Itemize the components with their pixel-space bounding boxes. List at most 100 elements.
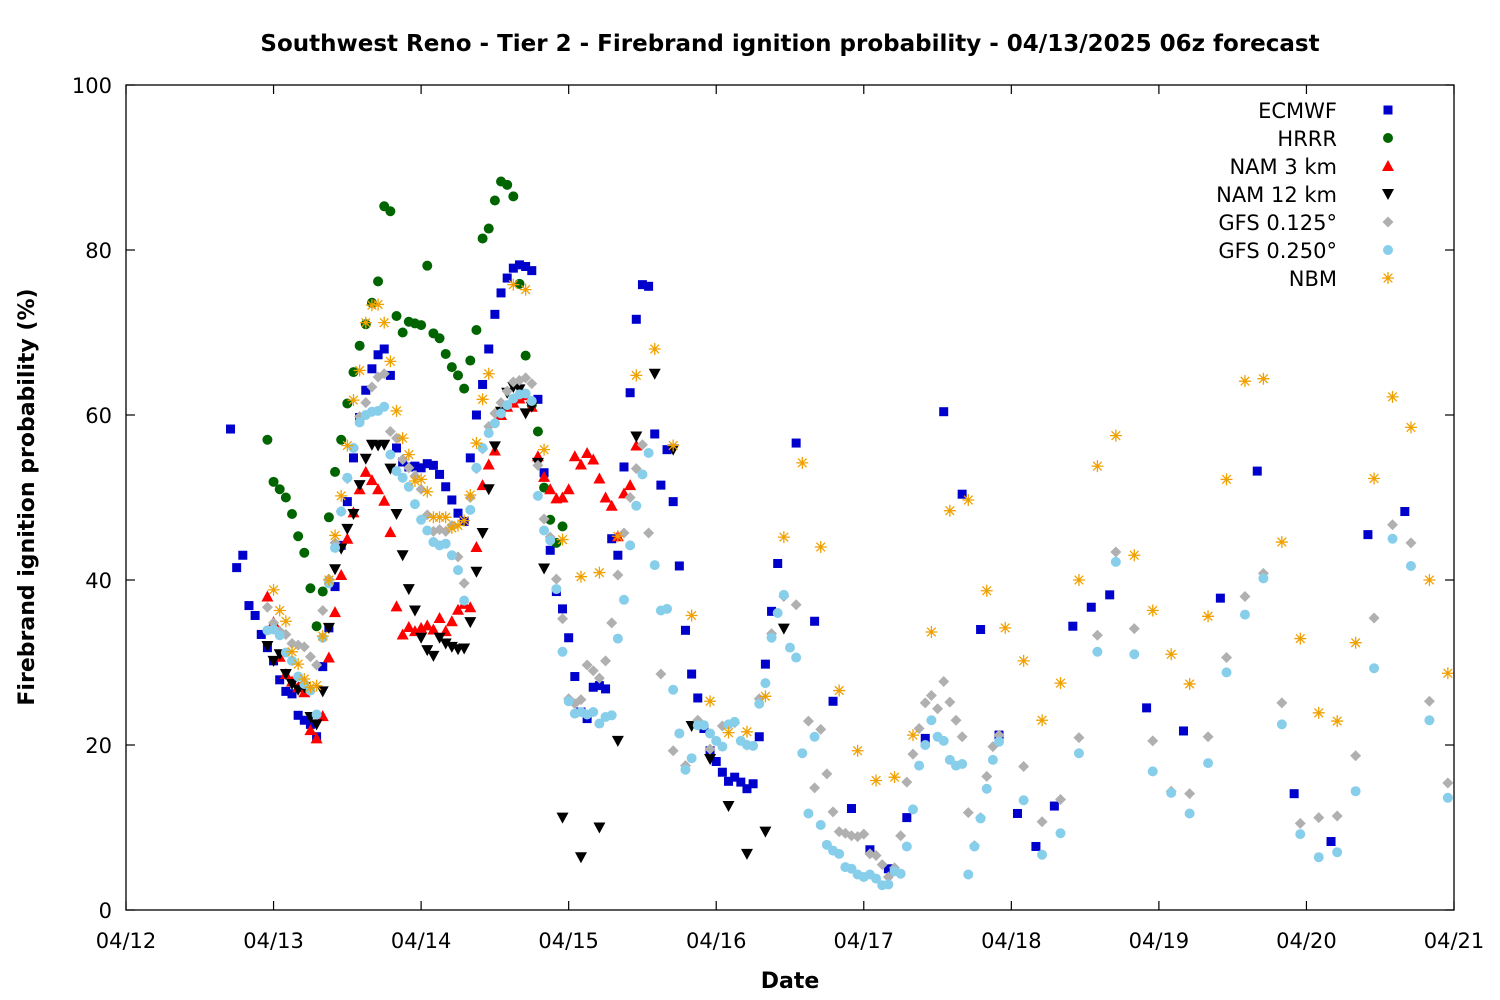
- data-point: [354, 417, 365, 428]
- x-tick-label: 04/16: [686, 929, 747, 953]
- data-point: [1036, 816, 1048, 828]
- data-point: [478, 379, 488, 389]
- data-point: [740, 725, 753, 738]
- data-point: [568, 450, 581, 462]
- data-point: [391, 466, 402, 477]
- data-point: [938, 675, 950, 687]
- data-point: [317, 586, 328, 597]
- data-point: [791, 652, 802, 663]
- data-point: [317, 605, 329, 617]
- data-point: [1289, 789, 1299, 799]
- legend-label: ECMWF: [1258, 99, 1337, 123]
- data-point: [901, 776, 913, 788]
- data-point: [329, 564, 342, 576]
- data-point: [957, 489, 967, 499]
- data-point: [476, 393, 489, 406]
- data-point: [310, 679, 323, 692]
- data-point: [433, 632, 446, 644]
- x-axis-ticks: 04/12 04/13 04/14 04/15 04/16 04/17 04/18 04/19…: [96, 85, 1484, 953]
- data-point: [876, 859, 888, 871]
- legend-marker: [1383, 133, 1393, 143]
- data-point: [286, 678, 298, 690]
- data-point: [619, 462, 629, 472]
- data-point: [379, 344, 389, 354]
- data-point: [318, 662, 328, 672]
- data-point: [773, 559, 783, 568]
- data-point: [330, 542, 341, 553]
- data-point: [1073, 748, 1084, 759]
- data-point: [846, 804, 856, 814]
- data-point: [895, 868, 906, 879]
- data-point: [1109, 429, 1122, 442]
- data-point: [1423, 574, 1436, 586]
- data-point: [1110, 556, 1121, 567]
- data-point: [484, 344, 494, 354]
- data-point: [422, 525, 433, 536]
- data-point: [453, 565, 463, 576]
- data-point: [385, 449, 396, 460]
- data-point: [458, 577, 470, 589]
- data-point: [797, 748, 808, 759]
- data-point: [870, 850, 882, 862]
- data-point: [329, 529, 342, 542]
- data-point: [508, 263, 518, 273]
- data-point: [507, 278, 520, 291]
- legend-marker: [1382, 272, 1394, 284]
- data-point: [341, 532, 354, 544]
- data-point: [1294, 817, 1306, 829]
- data-point: [422, 260, 433, 271]
- y-axis-ticks: 0 20 40 60 80 100: [72, 74, 1454, 923]
- data-point: [1203, 758, 1214, 769]
- x-tick-label: 04/15: [538, 929, 599, 953]
- data-point: [439, 638, 452, 650]
- legend-marker: [1383, 245, 1393, 255]
- data-point: [384, 526, 397, 538]
- data-point: [378, 316, 391, 329]
- data-point: [1184, 808, 1195, 819]
- data-point: [452, 603, 464, 615]
- data-point: [888, 771, 901, 784]
- data-point: [416, 320, 427, 331]
- data-point: [1363, 530, 1373, 540]
- data-point: [717, 741, 728, 752]
- data-point: [384, 463, 397, 475]
- data-point: [279, 669, 292, 681]
- data-point: [914, 760, 925, 771]
- data-point: [447, 495, 457, 505]
- data-point: [1349, 636, 1362, 649]
- data-point: [482, 484, 495, 496]
- data-point: [693, 693, 703, 703]
- data-point: [611, 530, 624, 543]
- data-point: [502, 179, 513, 190]
- data-point: [736, 777, 746, 787]
- data-point: [1220, 473, 1233, 486]
- data-point: [489, 418, 500, 429]
- data-point: [1221, 652, 1233, 664]
- data-point: [464, 601, 477, 613]
- legend: ECMWF HRRR NAM 3 km NAM 12 km GFS 0.125° GFS …: [1216, 99, 1394, 291]
- data-point: [287, 509, 297, 519]
- data-point: [613, 550, 623, 560]
- data-point: [410, 461, 420, 471]
- data-point: [446, 362, 457, 373]
- data-point: [643, 527, 655, 539]
- data-point: [944, 696, 956, 708]
- data-point: [587, 453, 600, 465]
- data-point: [1368, 612, 1380, 624]
- data-point: [421, 645, 434, 657]
- data-point: [1386, 390, 1399, 403]
- data-point: [1442, 792, 1453, 803]
- data-point: [520, 350, 531, 361]
- data-point: [453, 370, 463, 381]
- data-point: [895, 830, 907, 842]
- legend-marker: [1382, 160, 1394, 171]
- data-point: [366, 381, 378, 393]
- data-point: [262, 434, 273, 445]
- data-point: [304, 681, 317, 694]
- data-point: [1184, 788, 1196, 800]
- data-point: [341, 523, 354, 535]
- data-point: [477, 443, 488, 453]
- data-point: [390, 509, 403, 520]
- data-point: [336, 506, 347, 517]
- data-point: [1423, 695, 1435, 707]
